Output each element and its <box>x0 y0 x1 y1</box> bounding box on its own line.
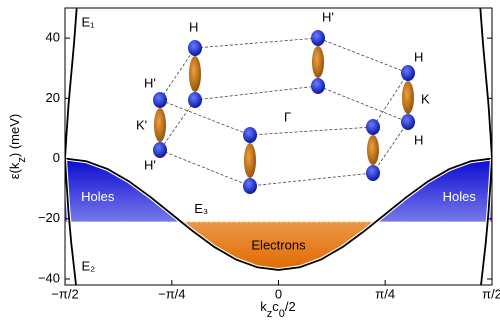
holes-fill <box>65 158 492 222</box>
y-axis-label-part: ε(k <box>7 162 22 179</box>
x-axis-label-part: z <box>267 308 273 320</box>
orbital-lobe <box>154 108 166 142</box>
orbital-lobe <box>189 56 201 92</box>
y-tick-label: 20 <box>46 90 60 105</box>
curve <box>65 8 492 159</box>
annotation: Holes <box>81 189 115 204</box>
inset-label: H' <box>322 9 334 24</box>
orbital-ball <box>188 92 202 108</box>
x-axis-label-part: c <box>272 299 279 314</box>
annotation: Holes <box>443 189 477 204</box>
orbital-ball <box>366 119 380 135</box>
x-tick-label: π/2 <box>482 286 500 301</box>
inset-label: H' <box>144 75 156 90</box>
inset-label: H <box>414 49 423 64</box>
orbital-ball <box>401 114 415 130</box>
inset-label: K' <box>136 117 147 132</box>
curve <box>65 158 492 285</box>
orbital-ball <box>153 92 167 108</box>
x-axis-label-part: k <box>260 299 267 314</box>
inset-label: H <box>189 19 198 34</box>
series-label: E₁ <box>81 14 95 29</box>
orbital-ball <box>243 127 257 143</box>
x-tick-label: −π/2 <box>51 286 78 301</box>
y-axis-label-part: z <box>16 157 28 163</box>
orbital-ball <box>401 65 415 81</box>
electrons-fill <box>65 221 492 270</box>
y-tick-label: 40 <box>46 30 60 45</box>
y-axis-label-part: ) (meV) <box>7 114 22 157</box>
orbital-ball <box>243 178 257 194</box>
orbital-lobe <box>244 143 256 178</box>
y-tick-label: −20 <box>38 210 60 225</box>
curve <box>65 157 492 271</box>
series-label: E₃ <box>194 201 208 216</box>
orbital-ball <box>188 40 202 56</box>
inset-label: K <box>421 91 430 106</box>
curves <box>65 8 492 285</box>
orbital-lobe <box>312 46 324 78</box>
inset: H H' H K H Γ H' K' H' <box>136 9 430 194</box>
x-axis-label: kzc0/2 <box>260 299 295 319</box>
curve-halo <box>65 8 492 159</box>
inset-label: Γ <box>284 109 291 124</box>
orbital-ball <box>366 165 380 181</box>
x-axis-label-part: 0 <box>279 308 285 320</box>
orbital-lobe <box>402 81 414 114</box>
y-tick-label: 0 <box>53 150 60 165</box>
annotation: Electrons <box>251 237 306 252</box>
inset-label: H <box>414 132 423 147</box>
orbital-lobe <box>367 135 379 165</box>
x-tick-label: π/4 <box>375 286 395 301</box>
y-axis-label: ε(kz) (meV) <box>7 114 27 179</box>
series-label: E₂ <box>81 258 95 273</box>
y-tick-label: −40 <box>38 270 60 285</box>
x-tick-label: −π/4 <box>158 286 185 301</box>
x-axis-label-part: /2 <box>285 299 296 314</box>
x-tick-label: 0 <box>275 286 282 301</box>
orbital-ball <box>311 30 325 46</box>
orbital-ball <box>153 142 167 158</box>
inset-label: H' <box>144 157 156 172</box>
orbital-ball <box>311 78 325 94</box>
